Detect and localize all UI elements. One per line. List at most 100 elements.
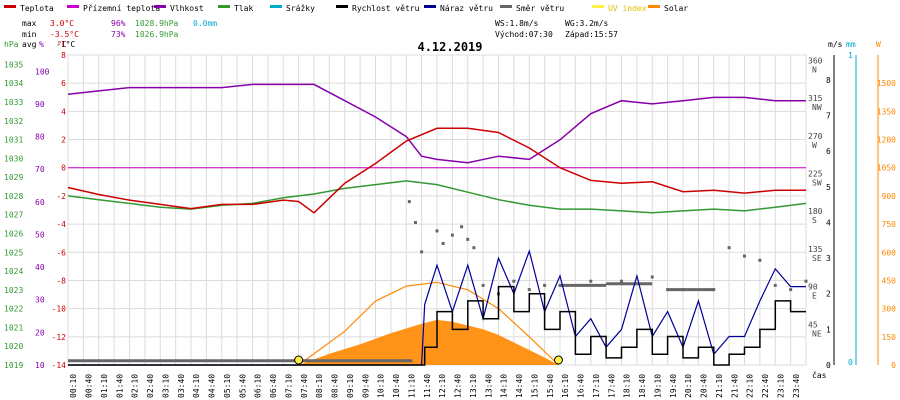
time-label: 10:10 (377, 374, 386, 398)
wind-tick: 5 (826, 183, 831, 192)
solar-tick: 900 (882, 192, 897, 201)
dir-tick: 135 (808, 245, 823, 254)
temp-tick: -6 (56, 248, 66, 257)
min-press: 1026.9hPa (135, 30, 179, 39)
wind-gust-line (68, 248, 806, 366)
legend-item: Srážky (270, 4, 315, 13)
temp-tick: 2 (61, 136, 66, 145)
wind-tick: 6 (826, 147, 831, 156)
solar-tick: 450 (882, 276, 897, 285)
solar-tick: 0 (891, 361, 896, 370)
time-label: 04:10 (192, 374, 201, 398)
hum-unit: % (39, 40, 44, 49)
time-label: 07:40 (300, 374, 309, 398)
time-label: 14:10 (500, 374, 509, 398)
press-tick: 1035 (4, 60, 23, 69)
legend-item: Vlhkost (154, 4, 204, 13)
min-hum: 73% (111, 30, 126, 39)
hum-tick: 20 (35, 328, 45, 337)
avg-label: avg (22, 40, 37, 49)
legend-label: Přízemní teplota (83, 4, 160, 13)
press-tick: 1024 (4, 267, 23, 276)
legend-label: UV index (608, 4, 647, 13)
time-label: 19:10 (653, 374, 662, 398)
hum-tick: 10 (35, 361, 45, 370)
solar-area (298, 319, 559, 365)
legend-label: Směr větru (516, 4, 564, 13)
solar-unit: W (876, 40, 881, 49)
solar-tick: 750 (882, 220, 897, 229)
time-label: 15:40 (546, 374, 555, 398)
dir-tick: 180 (808, 207, 823, 216)
time-label: 16:40 (577, 374, 586, 398)
legend-item: UV index (592, 4, 647, 13)
wind-dir-point (407, 200, 411, 204)
temp-tick: 8 (61, 51, 66, 60)
legend-swatch (424, 5, 436, 8)
wind-tick: 0 (826, 361, 831, 370)
max-press: 1028.9hPa (135, 19, 179, 28)
time-label: 16:10 (561, 374, 570, 398)
wind-dir-point (543, 283, 547, 287)
min-temp: -3.5°C (50, 30, 79, 39)
press-tick: 1022 (4, 305, 23, 314)
temp-tick: 4 (61, 107, 66, 116)
press-tick: 1034 (4, 79, 23, 88)
legend-label: Vlhkost (170, 4, 204, 13)
max-temp: 3.0°C (50, 19, 74, 28)
legend-swatch (270, 5, 282, 8)
wind-dir-point (527, 288, 531, 292)
time-label: 21:10 (715, 374, 724, 398)
rain-tick: 0 (848, 358, 853, 367)
legend-swatch (154, 5, 166, 8)
dir-name: NE (812, 329, 822, 338)
hum-tick: 60 (35, 198, 45, 207)
wind-tick: 3 (826, 254, 831, 263)
legend-label: Srážky (286, 4, 315, 13)
dir-name: SW (812, 178, 822, 187)
wind-tick: 1 (826, 325, 831, 334)
solar-tick: 1200 (877, 136, 896, 145)
temp-tick: -10 (52, 305, 67, 314)
legend-label: Rychlost větru (352, 4, 420, 13)
time-label: 14:40 (515, 374, 524, 398)
x-axis-labels: 00:10 00:40 01:10 01:40 02:10 02:40 03:10 03:40… (69, 374, 801, 398)
sun-marker (553, 355, 563, 365)
wind-dir-point (466, 237, 470, 241)
hum-tick: 30 (35, 296, 45, 305)
time-label: 08:10 (315, 374, 324, 398)
time-label: 22:40 (761, 374, 770, 398)
time-label: 21:40 (730, 374, 739, 398)
wind-dir-point (441, 242, 445, 246)
time-label: 04:40 (208, 374, 217, 398)
dir-name: S (812, 216, 817, 225)
press-tick: 1023 (4, 286, 23, 295)
dir-name: SE (812, 254, 822, 263)
press-tick: 1031 (4, 136, 23, 145)
time-label: 06:40 (269, 374, 278, 398)
legend-label: Teplota (20, 4, 54, 13)
wind-tick: 8 (826, 76, 831, 85)
humidity-line (67, 83, 806, 164)
time-label: 12:10 (438, 374, 447, 398)
wind-dir-point (435, 229, 439, 233)
legend-swatch (648, 5, 660, 8)
max-hum: 96% (111, 19, 126, 28)
time-label: 18:10 (623, 374, 632, 398)
time-label: 01:40 (115, 374, 124, 398)
avg-temp: -1°C (56, 40, 75, 49)
time-label: 12:40 (454, 374, 463, 398)
time-label: 09:10 (346, 374, 355, 398)
solar-tick: 150 (882, 333, 897, 342)
time-label: 00:10 (69, 374, 78, 398)
legend-item: Teplota (4, 4, 54, 13)
time-label: 00:40 (85, 374, 94, 398)
hum-tick: 40 (35, 263, 45, 272)
press-tick: 1020 (4, 342, 23, 351)
wind-speed-line (68, 285, 806, 366)
legend-item: Solar (648, 4, 688, 13)
temperature-line (67, 127, 806, 214)
sunset-stat: Západ:15:57 (565, 30, 618, 39)
time-label: 13:40 (484, 374, 493, 398)
hum-tick: 100 (35, 67, 50, 76)
